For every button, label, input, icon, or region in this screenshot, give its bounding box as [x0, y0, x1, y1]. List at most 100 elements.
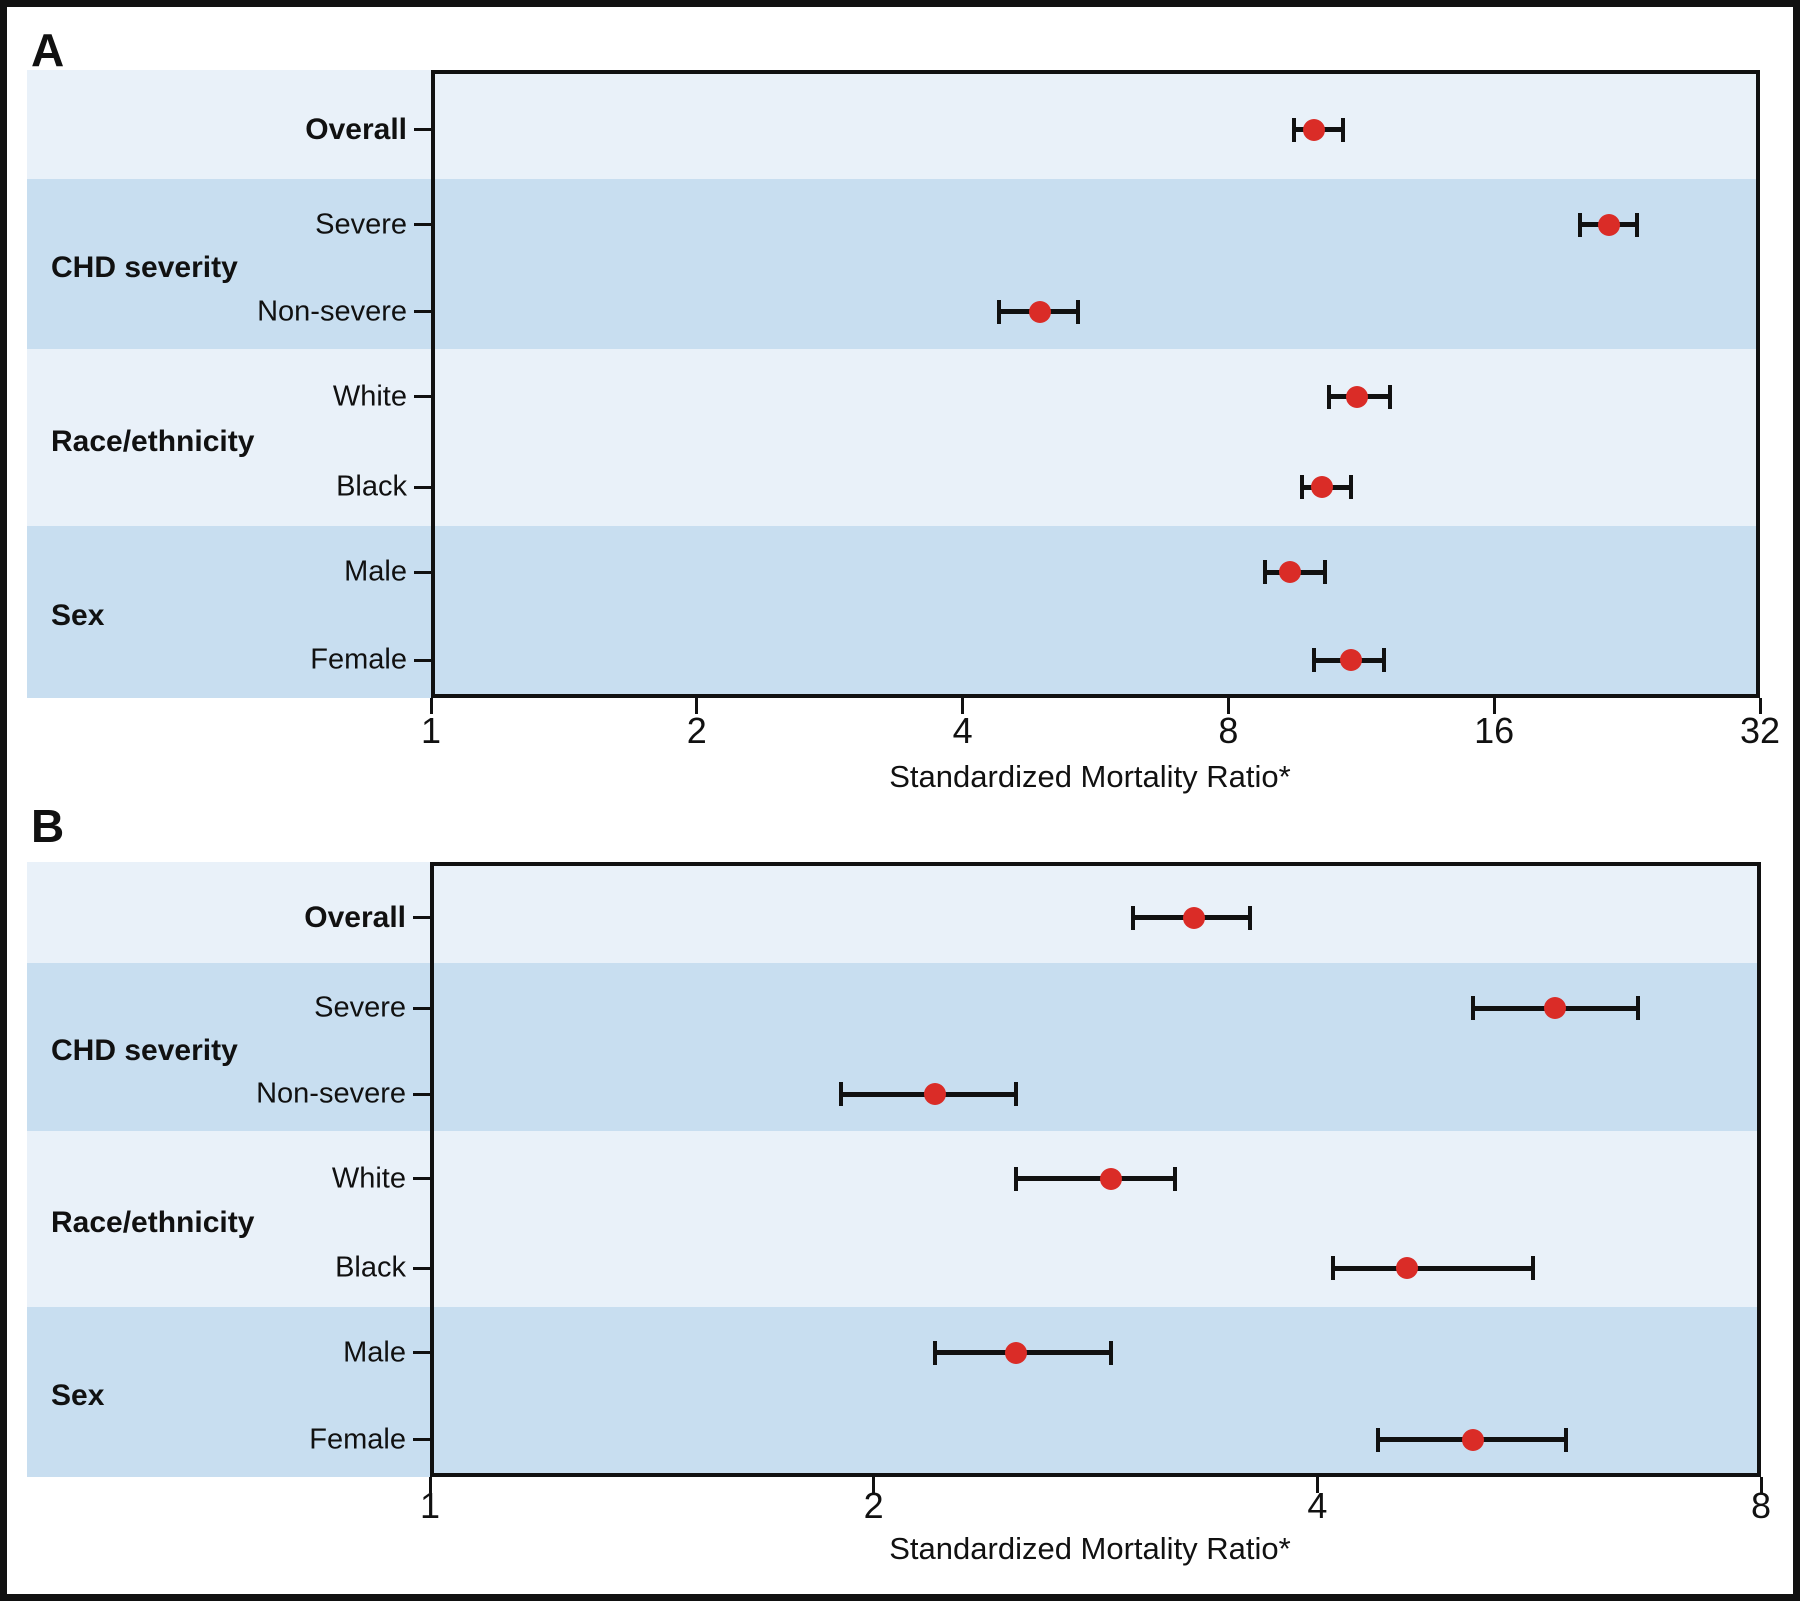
x-tick-a-8 — [1226, 698, 1230, 714]
row-label-overall: Overall — [305, 112, 407, 146]
point-non-severe — [1029, 300, 1052, 323]
ci-cap-high-non-severe — [1014, 1082, 1019, 1107]
point-severe — [1544, 997, 1567, 1020]
ci-cap-low-male — [932, 1340, 937, 1365]
x-tick-label-b-4: 4 — [1307, 1485, 1328, 1526]
panel-b-plot-frame — [430, 862, 1761, 1477]
ci-cap-high-black — [1348, 475, 1353, 500]
ci-cap-high-non-severe — [1075, 299, 1080, 324]
group-label-race-ethnicity: Race/ethnicity — [51, 1206, 255, 1240]
point-overall — [1302, 118, 1325, 141]
group-label-chd-severity: CHD severity — [51, 251, 238, 285]
row-label-male: Male — [343, 1336, 406, 1369]
ci-cap-low-overall — [1292, 117, 1297, 142]
point-male — [1005, 1341, 1028, 1364]
point-female — [1339, 649, 1362, 672]
ci-cap-low-non-severe — [997, 299, 1002, 324]
ci-cap-high-male — [1323, 560, 1328, 585]
point-female — [1461, 1428, 1484, 1451]
x-tick-label-a-8: 8 — [1218, 710, 1239, 751]
ci-line-black — [1333, 1265, 1533, 1271]
panel-a-letter: A — [31, 24, 65, 76]
ci-cap-low-black — [1331, 1256, 1336, 1281]
ci-cap-high-overall — [1341, 117, 1346, 142]
row-tick-overall — [413, 916, 430, 920]
row-tick-overall — [414, 128, 431, 132]
row-label-male: Male — [344, 555, 407, 588]
point-black — [1310, 476, 1333, 499]
row-tick-black — [413, 1266, 430, 1270]
group-label-chd-severity: CHD severity — [51, 1034, 238, 1068]
row-band-overall — [27, 862, 1761, 963]
x-tick-a-1 — [429, 698, 433, 714]
panel-b-axis-title: Standardized Mortality Ratio* — [889, 1531, 1291, 1566]
ci-cap-low-severe — [1470, 996, 1475, 1021]
x-tick-b-8 — [1759, 1477, 1763, 1493]
x-tick-label-a-2: 2 — [686, 710, 707, 751]
row-tick-female — [413, 1438, 430, 1442]
point-severe — [1598, 213, 1621, 236]
x-tick-label-b-1: 1 — [419, 1485, 441, 1526]
ci-cap-high-white — [1172, 1166, 1177, 1191]
x-tick-label-a-16: 16 — [1474, 710, 1515, 751]
row-label-female: Female — [309, 1423, 406, 1456]
row-tick-white — [413, 1177, 430, 1181]
ci-cap-low-severe — [1577, 212, 1582, 237]
ci-cap-high-male — [1109, 1340, 1114, 1365]
ci-cap-low-white — [1014, 1166, 1019, 1191]
x-tick-label-b-2: 2 — [863, 1485, 884, 1526]
row-label-non-severe: Non-severe — [257, 295, 407, 328]
ci-line-white — [1016, 1176, 1175, 1182]
row-tick-female — [414, 658, 431, 662]
row-band-sex — [27, 526, 1760, 698]
row-band-overall — [27, 70, 1760, 179]
ci-cap-high-severe — [1634, 212, 1639, 237]
ci-cap-low-overall — [1131, 905, 1136, 930]
ci-cap-low-non-severe — [838, 1082, 843, 1107]
panel-a-plot-frame — [431, 70, 1760, 698]
ci-cap-high-black — [1530, 1256, 1535, 1281]
row-label-non-severe: Non-severe — [256, 1077, 406, 1110]
group-label-race-ethnicity: Race/ethnicity — [51, 424, 255, 458]
x-tick-a-16 — [1492, 698, 1496, 714]
point-male — [1279, 561, 1302, 584]
x-tick-a-2 — [695, 698, 699, 714]
point-white — [1346, 385, 1369, 408]
row-tick-male — [413, 1351, 430, 1355]
row-tick-white — [414, 395, 431, 399]
x-tick-b-1 — [428, 1477, 432, 1493]
ci-cap-high-female — [1564, 1427, 1569, 1452]
row-tick-severe — [414, 223, 431, 227]
ci-cap-high-female — [1381, 648, 1386, 673]
ci-cap-low-female — [1376, 1427, 1381, 1452]
panel-a-axis-title: Standardized Mortality Ratio* — [889, 759, 1291, 794]
row-label-female: Female — [310, 643, 407, 676]
row-tick-male — [414, 570, 431, 574]
x-tick-a-4 — [961, 698, 965, 714]
row-tick-black — [414, 485, 431, 489]
x-tick-b-4 — [1315, 1477, 1319, 1493]
row-tick-non-severe — [414, 310, 431, 314]
row-tick-non-severe — [413, 1092, 430, 1096]
ci-cap-high-severe — [1635, 996, 1640, 1021]
row-band-race-ethnicity — [27, 1131, 1761, 1307]
row-band-race-ethnicity — [27, 349, 1760, 526]
point-black — [1395, 1257, 1418, 1280]
row-label-black: Black — [335, 1251, 406, 1284]
row-tick-severe — [413, 1006, 430, 1010]
x-tick-label-b-8: 8 — [1750, 1485, 1772, 1526]
ci-cap-low-female — [1311, 648, 1316, 673]
ci-cap-high-white — [1388, 384, 1393, 409]
row-label-white: White — [331, 1162, 406, 1195]
x-tick-label-a-32: 32 — [1739, 710, 1781, 751]
row-label-white: White — [332, 380, 407, 413]
point-non-severe — [923, 1083, 946, 1106]
ci-cap-low-black — [1300, 475, 1305, 500]
row-label-overall: Overall — [304, 900, 406, 934]
x-tick-label-a-4: 4 — [952, 710, 973, 751]
row-label-severe: Severe — [314, 991, 406, 1024]
group-label-sex: Sex — [51, 1379, 105, 1413]
row-band-chd-severity — [27, 179, 1760, 349]
point-white — [1100, 1167, 1123, 1190]
